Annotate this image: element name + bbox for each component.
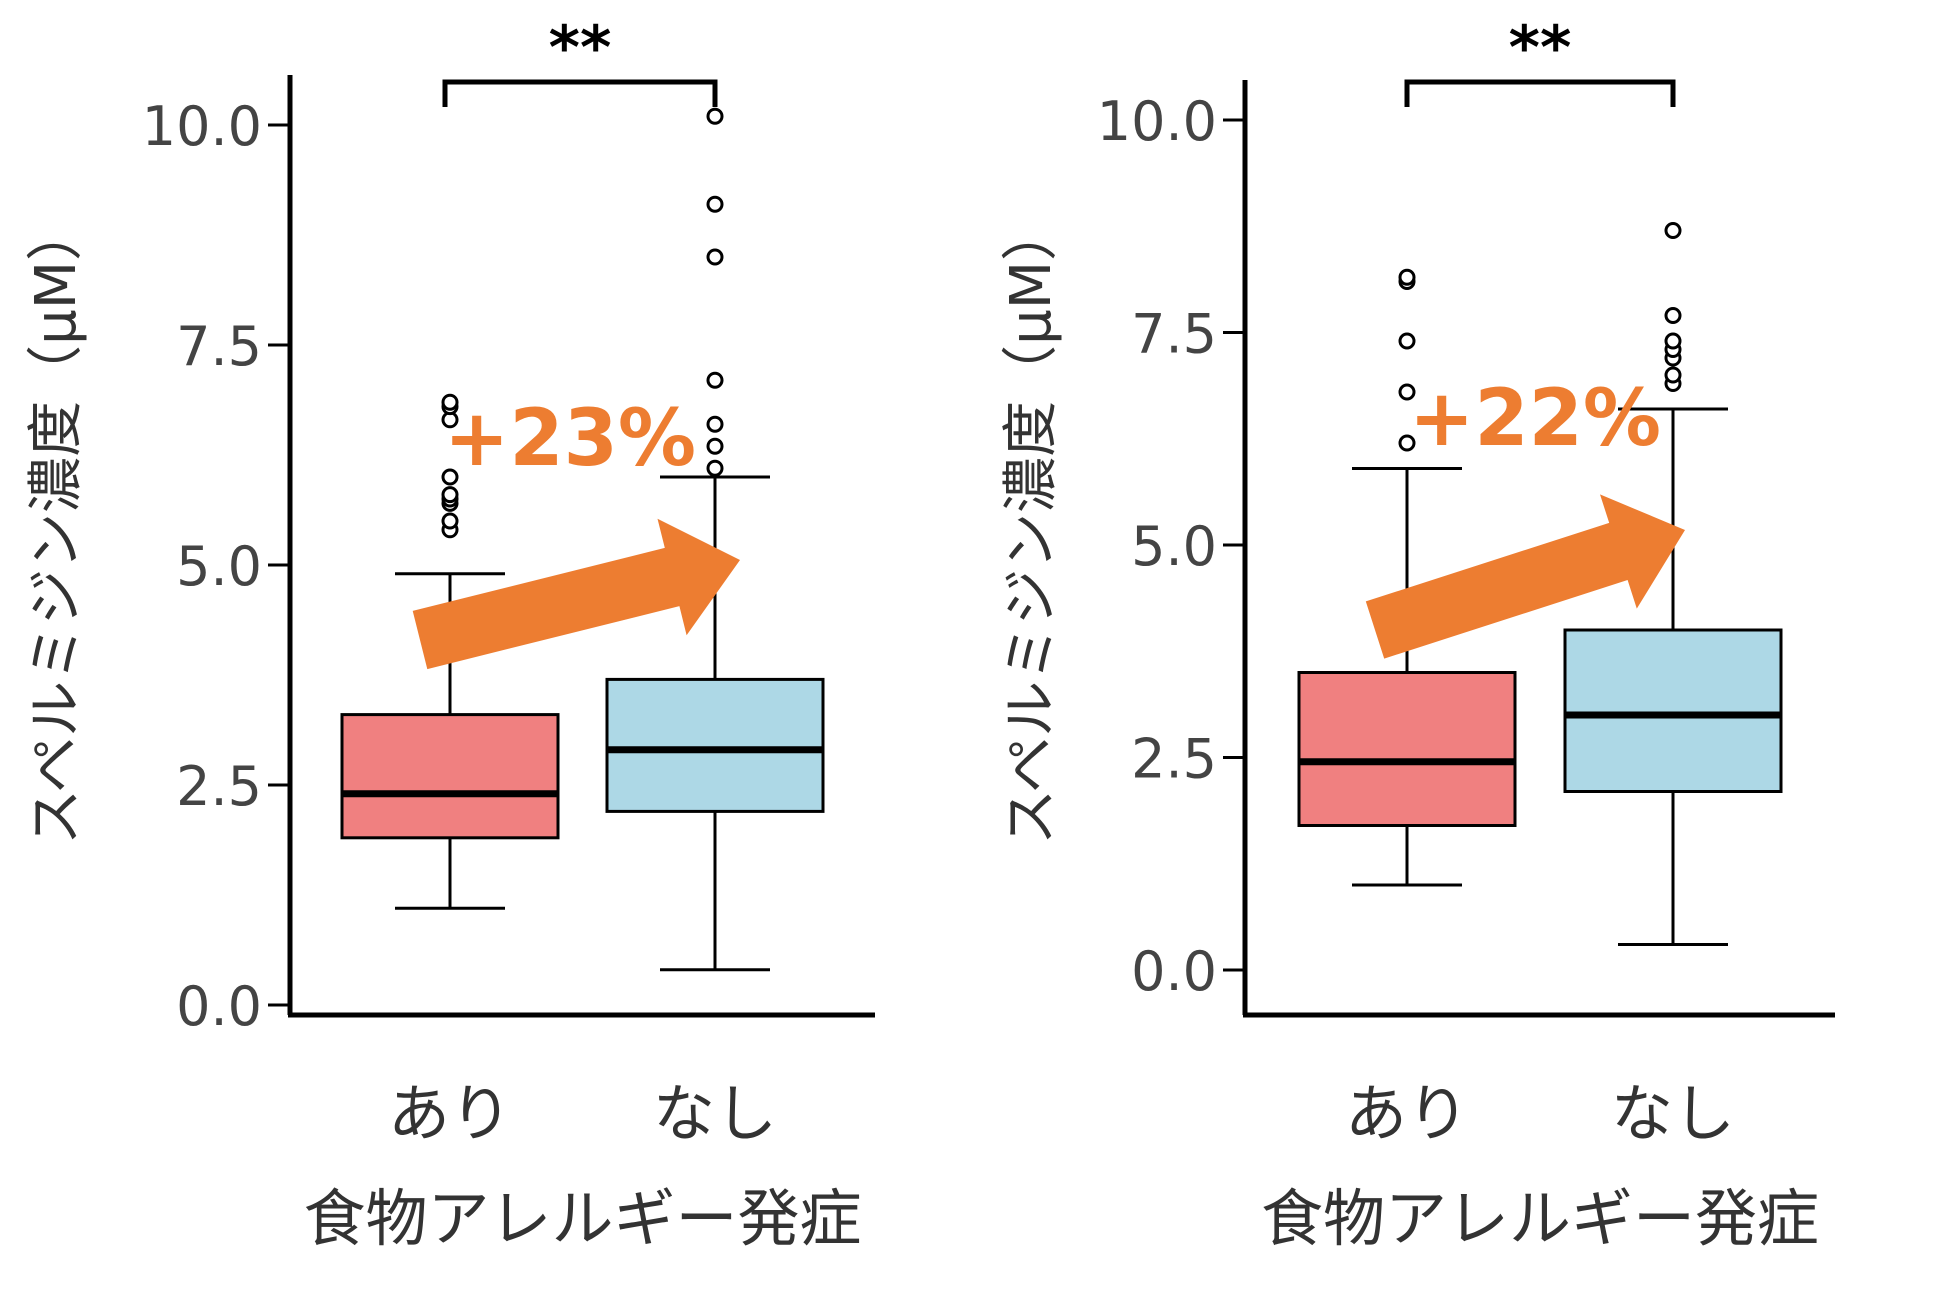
y-axis-title: スペルミジン濃度（μM） <box>24 205 89 845</box>
y-tick-label: 2.5 <box>176 755 262 818</box>
y-tick-label: 2.5 <box>1131 728 1217 791</box>
outlier-point <box>706 415 724 433</box>
outlier-point <box>1398 434 1416 452</box>
x-category-label: あり <box>388 1077 512 1150</box>
outlier-point <box>441 393 459 411</box>
outlier-point <box>1664 366 1682 384</box>
significance-marker: ** <box>549 13 612 83</box>
y-tick-label: 5.0 <box>176 535 262 598</box>
outlier-point <box>1398 383 1416 401</box>
outlier-point <box>706 107 724 125</box>
outlier-point <box>706 459 724 477</box>
outlier-point <box>1664 222 1682 239</box>
outlier-point <box>441 468 459 486</box>
outlier-point <box>441 512 459 530</box>
x-axis-title: 食物アレルギー発症 <box>1261 1182 1819 1255</box>
x-category-label: なし <box>653 1077 777 1150</box>
outlier-point <box>1398 268 1416 286</box>
box-ari <box>1297 671 1517 827</box>
y-tick-label: 0.0 <box>176 975 262 1038</box>
outlier-point <box>1664 332 1682 350</box>
chart-panel-right: 0.0 2.5 5.0 7.5 10.0 スペルミジン濃度（μM） あり なし食物アレルギー発… <box>999 13 1835 1255</box>
y-tick-label: 0.0 <box>1131 940 1217 1003</box>
x-axis-title: 食物アレルギー発症 <box>303 1182 861 1255</box>
outlier-point <box>1398 332 1416 350</box>
significance-bracket <box>442 79 718 107</box>
x-category-label: なし <box>1611 1077 1735 1150</box>
increase-annotation: +23% <box>444 394 696 484</box>
significance-bracket <box>1404 79 1676 107</box>
outlier-point <box>706 248 724 266</box>
outlier-point <box>706 195 724 213</box>
outlier-point <box>706 437 724 455</box>
y-tick-label: 10.0 <box>142 95 262 158</box>
box-ari <box>340 713 560 840</box>
y-tick-label: 5.0 <box>1131 515 1217 578</box>
outlier-point <box>1664 307 1682 324</box>
y-axis-title: スペルミジン濃度（μM） <box>999 205 1064 845</box>
increase-annotation: +22% <box>1409 374 1661 464</box>
y-tick-label: 7.5 <box>1131 303 1217 366</box>
y-tick-label: 7.5 <box>176 315 262 378</box>
significance-marker: ** <box>1509 13 1572 83</box>
x-category-label: あり <box>1345 1077 1469 1150</box>
outlier-point <box>706 371 724 389</box>
outlier-point <box>441 486 459 504</box>
box-nashi <box>605 677 825 813</box>
increase-arrow <box>412 518 740 670</box>
increase-arrow <box>1365 494 1685 659</box>
box-nashi <box>1563 628 1783 793</box>
chart-panel-left: 0.0 2.5 5.0 7.5 10.0 スペルミジン濃度（μM） あり なし食物アレルギー発… <box>24 13 875 1255</box>
y-tick-label: 10.0 <box>1097 90 1217 153</box>
